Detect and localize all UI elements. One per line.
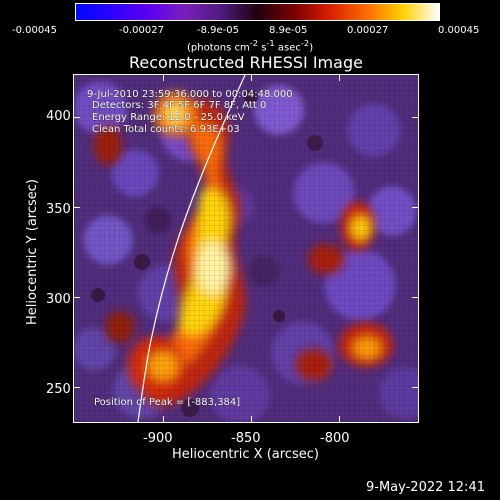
peak-position-label: Position of Peak = [-883,384] [94, 397, 241, 408]
time-range-label: 9-Jul-2010 23:59:36.000 to 00:04:48.000 [87, 89, 293, 100]
method-counts-label: Clean Total counts: 6.93E+03 [92, 124, 240, 135]
colorbar-tick-label: 0.00045 [438, 25, 480, 36]
y-axis-major-tick [74, 387, 80, 388]
x-axis-major-tick [339, 416, 340, 422]
rhessi-image-plot: 9-Jul-2010 23:59:36.000 to 00:04:48.000 … [73, 74, 419, 423]
units-exponent: -2 [300, 38, 310, 48]
y-axis-major-tick [412, 297, 418, 298]
energy-range-label: Energy Range: 12.0 - 25.0 keV [92, 112, 245, 123]
units-text: asec [274, 42, 301, 54]
units-text: s [258, 42, 267, 54]
x-axis-major-tick [163, 416, 164, 422]
image-title: Reconstructed RHESSI Image [129, 53, 363, 72]
y-axis-tick-label: 250 [46, 382, 71, 397]
colorbar-units-label: (photons cm-2 s-1 asec-2) [187, 38, 313, 53]
x-axis-major-tick [163, 75, 164, 81]
x-axis-tick-label: -800 [320, 431, 350, 446]
x-axis-title: Heliocentric X (arcsec) [172, 447, 319, 462]
detectors-label: Detectors: 3F 4F 5F 6F 7F 8F, Att 0 [92, 100, 267, 111]
y-axis-major-tick [412, 387, 418, 388]
x-axis-major-tick [251, 75, 252, 81]
y-axis-major-tick [74, 207, 80, 208]
colorbar-tick-label: -0.00045 [12, 25, 57, 36]
colorbar-tick-label: 0.00027 [347, 25, 389, 36]
y-axis-title: Heliocentric Y (arcsec) [24, 179, 40, 325]
y-axis-major-tick [412, 207, 418, 208]
x-axis-tick-label: -850 [231, 431, 261, 446]
x-axis-major-tick [251, 416, 252, 422]
x-axis-tick-label: -900 [143, 431, 173, 446]
y-axis-tick-label: 400 [46, 109, 71, 124]
intensity-colorbar [75, 3, 440, 21]
colorbar-tick-label: 8.9e-05 [269, 25, 308, 36]
units-text: (photons cm [187, 42, 250, 54]
y-axis-tick-label: 350 [46, 202, 71, 217]
y-axis-major-tick [74, 117, 80, 118]
units-exponent: -1 [266, 38, 275, 48]
render-date-time: 9-May-2022 12:41 [366, 480, 485, 495]
x-axis-major-tick [339, 75, 340, 81]
colorbar-tick-label: -8.9e-05 [197, 25, 239, 36]
colorbar-tick-label: -0.00027 [119, 25, 164, 36]
units-text: ) [309, 42, 314, 54]
y-axis-tick-label: 300 [46, 292, 71, 307]
y-axis-major-tick [412, 117, 418, 118]
units-exponent: -2 [249, 38, 259, 48]
y-axis-major-tick [74, 297, 80, 298]
